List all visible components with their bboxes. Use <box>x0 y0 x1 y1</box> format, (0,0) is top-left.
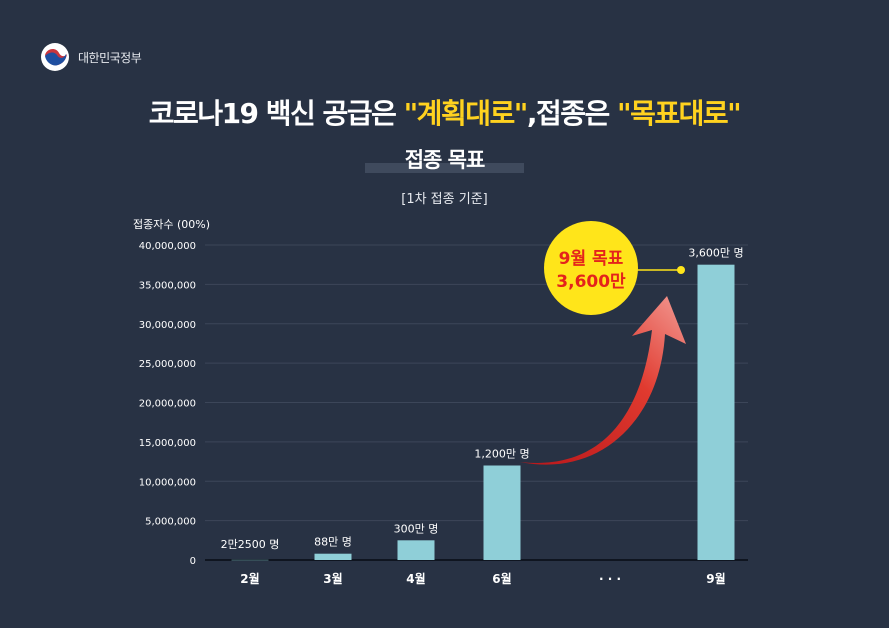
headline-part1: 코로나19 백신 공급은 <box>148 97 404 130</box>
headline: 코로나19 백신 공급은 "계획대로",접종은 "목표대로" <box>0 92 889 132</box>
bar <box>314 553 352 560</box>
bar-data-label: 3,600만 명 <box>688 247 743 260</box>
y-tick-label: 15,000,000 <box>139 438 196 449</box>
chart-title: 접종 목표 <box>364 144 525 174</box>
y-tick-label: 20,000,000 <box>139 399 196 410</box>
bar <box>483 465 521 560</box>
growth-arrow <box>520 296 686 465</box>
headline-highlight-target: "목표대로" <box>616 97 742 130</box>
x-tick-label: · · · <box>599 572 621 586</box>
x-tick-label: 4월 <box>406 571 425 586</box>
x-tick-label: 9월 <box>706 571 725 586</box>
x-tick-label: 6월 <box>492 571 511 586</box>
bar-data-label: 2만2500 명 <box>221 538 280 551</box>
callout-line2: 3,600만 <box>556 272 626 292</box>
y-tick-label: 35,000,000 <box>139 280 196 291</box>
y-axis-label: 접종자수 (00%) <box>133 218 211 231</box>
bar <box>397 540 435 560</box>
x-tick-label: 2월 <box>240 571 259 586</box>
bar <box>231 559 269 561</box>
y-tick-label: 25,000,000 <box>139 359 196 370</box>
bar-data-label: 88만 명 <box>314 536 352 549</box>
callout-line1: 9월 목표 <box>559 249 624 269</box>
y-tick-label: 10,000,000 <box>139 477 196 488</box>
chart-subtitle: [1차 접종 기준] <box>401 192 488 207</box>
callout-leader-dot <box>677 266 685 274</box>
taegeuk-emblem-icon <box>41 43 69 71</box>
callout-circle <box>544 221 638 315</box>
government-logo: 대한민국정부 <box>40 42 142 72</box>
bar <box>697 264 735 560</box>
headline-highlight-plan: "계획대로" <box>403 97 529 130</box>
org-name: 대한민국정부 <box>78 50 142 65</box>
bar-data-label: 300만 명 <box>394 522 439 535</box>
x-tick-label: 3월 <box>323 571 342 586</box>
y-tick-label: 30,000,000 <box>139 320 196 331</box>
y-tick-label: 0 <box>190 556 196 567</box>
y-tick-label: 5,000,000 <box>145 517 196 528</box>
headline-part2: ,접종은 <box>526 97 617 130</box>
chart-title-text: 접종 목표 <box>404 148 486 172</box>
bar-data-label: 1,200만 명 <box>474 448 529 461</box>
y-tick-label: 40,000,000 <box>139 241 196 252</box>
